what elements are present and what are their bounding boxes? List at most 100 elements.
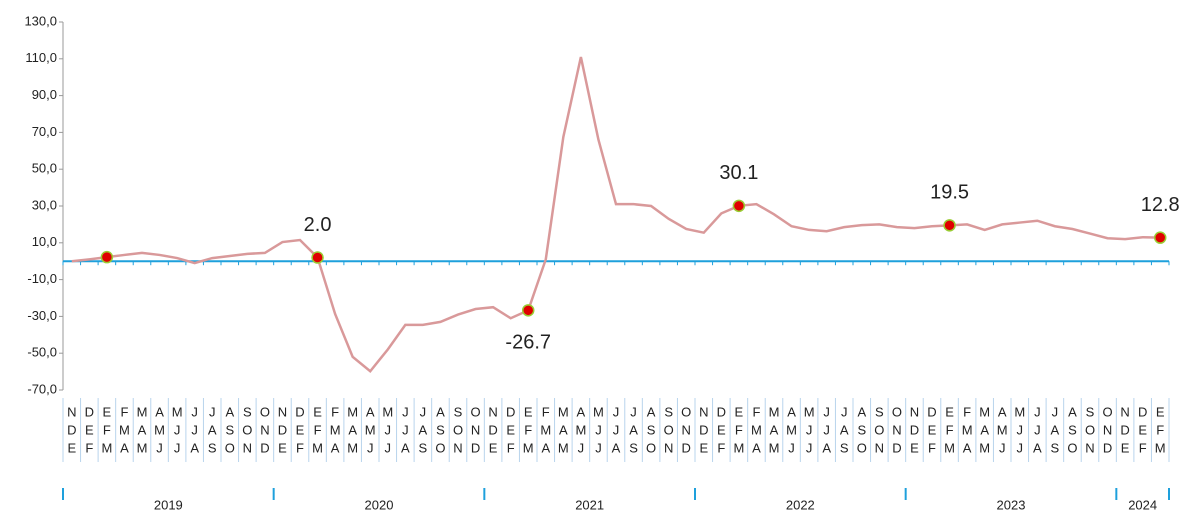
x-tick-label: A — [998, 404, 1007, 419]
x-tick-label: E — [103, 404, 112, 419]
x-tick-label: J — [823, 422, 830, 437]
x-tick-label: F — [1156, 422, 1164, 437]
marker — [521, 304, 535, 317]
x-tick-label: M — [540, 422, 551, 437]
x-tick-label: A — [1051, 422, 1060, 437]
x-tick-label: E — [928, 422, 937, 437]
x-tick-label: S — [664, 404, 673, 419]
x-tick-label: A — [980, 422, 989, 437]
x-tick-label: J — [1017, 440, 1024, 455]
value-label: 19.5 — [930, 182, 969, 204]
x-tick-label: M — [1155, 440, 1166, 455]
x-tick-label: D — [295, 404, 304, 419]
x-tick-label: M — [558, 404, 569, 419]
x-tick-label: A — [577, 404, 586, 419]
x-tick-label: D — [278, 422, 287, 437]
x-tick-label: J — [385, 422, 392, 437]
x-tick-label: J — [402, 404, 409, 419]
y-tick-label: -70,0 — [27, 381, 57, 396]
x-tick-label: D — [506, 404, 515, 419]
x-tick-label: S — [436, 422, 445, 437]
x-tick-label: A — [436, 404, 445, 419]
series-line — [71, 56, 1161, 373]
year-label: 2024 — [1128, 497, 1157, 512]
x-tick-label: F — [120, 404, 128, 419]
x-tick-label: J — [385, 440, 392, 455]
x-tick-label: M — [769, 440, 780, 455]
x-tick-label: A — [541, 440, 550, 455]
x-tick-label: E — [1156, 404, 1165, 419]
x-tick-label: O — [470, 404, 480, 419]
x-tick-label: N — [1120, 404, 1129, 419]
x-tick-label: F — [735, 422, 743, 437]
x-tick-label: F — [331, 404, 339, 419]
x-tick-label: M — [137, 440, 148, 455]
x-tick-label: S — [647, 422, 656, 437]
value-label: 30.1 — [719, 162, 758, 184]
x-tick-label: F — [928, 440, 936, 455]
x-tick-label: M — [172, 404, 183, 419]
x-tick-label: J — [613, 422, 620, 437]
x-tick-label: O — [1102, 404, 1112, 419]
x-tick-label: M — [101, 440, 112, 455]
x-tick-label: J — [595, 440, 602, 455]
x-tick-label: O — [681, 404, 691, 419]
x-tick-label: M — [558, 440, 569, 455]
x-tick-label: J — [191, 404, 198, 419]
x-tick-label: M — [137, 404, 148, 419]
x-tick-label: M — [575, 422, 586, 437]
x-tick-label: M — [312, 440, 323, 455]
x-tick-label: F — [296, 440, 304, 455]
y-tick-label: -30,0 — [27, 308, 57, 323]
x-tick-label: D — [67, 422, 76, 437]
x-tick-label: A — [401, 440, 410, 455]
x-tick-label: A — [331, 440, 340, 455]
x-tick-label: M — [347, 440, 358, 455]
x-tick-label: F — [752, 404, 760, 419]
x-tick-label: A — [963, 440, 972, 455]
x-tick-label: A — [1068, 404, 1077, 419]
x-tick-label: M — [119, 422, 130, 437]
x-tick-label: A — [419, 422, 428, 437]
x-tick-label: J — [367, 440, 374, 455]
x-tick-label: A — [155, 404, 164, 419]
x-tick-label: J — [402, 422, 409, 437]
x-tick-label: J — [1034, 404, 1041, 419]
x-tick-label: D — [927, 404, 936, 419]
y-tick-label: 90,0 — [32, 87, 57, 102]
x-tick-label: S — [419, 440, 428, 455]
x-tick-label: E — [699, 440, 708, 455]
x-tick-label: F — [507, 440, 515, 455]
x-tick-label: N — [488, 404, 497, 419]
x-tick-label: J — [578, 440, 585, 455]
x-tick-label: S — [1051, 440, 1060, 455]
marker — [732, 199, 746, 213]
x-tick-label: J — [595, 422, 602, 437]
y-tick-label: -10,0 — [27, 271, 57, 286]
x-tick-label: M — [330, 422, 341, 437]
x-tick-label: D — [717, 404, 726, 419]
y-tick-label: 70,0 — [32, 124, 57, 139]
x-tick-label: M — [365, 422, 376, 437]
x-tick-label: M — [733, 440, 744, 455]
x-tick-label: E — [506, 422, 515, 437]
x-tick-label: M — [347, 404, 358, 419]
x-tick-label: O — [453, 422, 463, 437]
x-tick-label: E — [910, 440, 919, 455]
x-tick-label: J — [209, 404, 216, 419]
x-tick-label: S — [225, 422, 234, 437]
x-tick-label: O — [874, 422, 884, 437]
x-tick-label: E — [524, 404, 533, 419]
x-tick-label: M — [523, 440, 534, 455]
x-tick-label: A — [1033, 440, 1042, 455]
x-tick-label: E — [85, 422, 94, 437]
x-tick-label: A — [770, 422, 779, 437]
x-tick-label: N — [682, 422, 691, 437]
x-tick-label: J — [1034, 422, 1041, 437]
x-tick-label: E — [945, 404, 954, 419]
x-tick-label: M — [944, 440, 955, 455]
x-tick-label: N — [67, 404, 76, 419]
x-tick-label: A — [225, 404, 234, 419]
x-tick-label: J — [420, 404, 427, 419]
x-tick-label: E — [735, 404, 744, 419]
